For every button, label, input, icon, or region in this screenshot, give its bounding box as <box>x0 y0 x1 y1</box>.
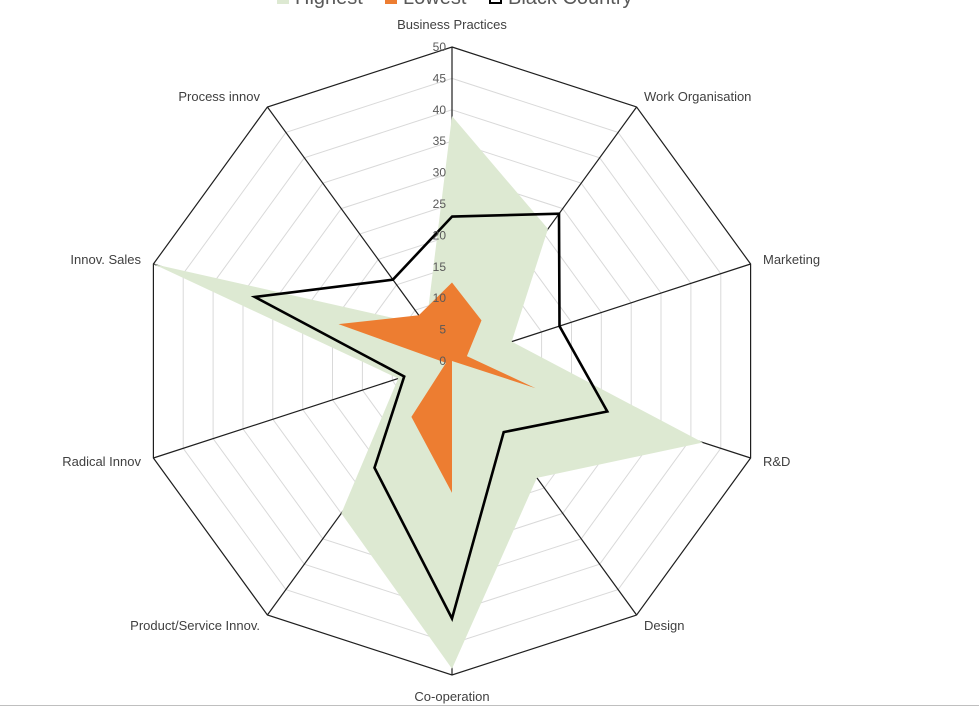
tick-label: 20 <box>433 228 447 242</box>
tick-label: 10 <box>433 291 447 305</box>
series-lowest <box>338 282 536 493</box>
axis-label: Co-operation <box>414 689 489 704</box>
tick-label: 45 <box>433 71 447 85</box>
series-black-country <box>250 212 610 623</box>
axis-label: R&D <box>763 454 790 469</box>
bottom-border <box>0 705 979 706</box>
series-layer <box>153 116 703 669</box>
legend-swatch <box>489 0 502 4</box>
legend-label: Lowest <box>403 0 467 9</box>
axis-label: Marketing <box>763 252 820 267</box>
axis-label: Radical Innov <box>62 454 141 469</box>
axis-label: Process innov <box>178 89 260 104</box>
axis-label: Work Organisation <box>644 89 751 104</box>
tick-label: 35 <box>433 134 447 148</box>
axis-label: Innov. Sales <box>70 252 141 267</box>
tick-label: 50 <box>433 40 447 54</box>
axis-label: Design <box>644 618 684 633</box>
tick-label: 40 <box>433 103 447 117</box>
legend: Highest Lowest Black Country <box>277 0 633 9</box>
legend-swatch <box>277 0 289 4</box>
tick-label: 0 <box>439 354 446 368</box>
legend-swatch <box>385 0 397 4</box>
tick-label: 25 <box>433 197 447 211</box>
tick-labels: 0 5 10 15 20 25 30 35 40 45 50 <box>433 40 447 368</box>
tick-label: 5 <box>439 323 446 337</box>
axis-label: Product/Service Innov. <box>130 618 260 633</box>
legend-label: Highest <box>295 0 363 9</box>
axis-label: Business Practices <box>397 17 507 32</box>
legend-label: Black Country <box>508 0 633 9</box>
axis-labels: Business Practices Work Organisation Marke… <box>62 17 820 704</box>
tick-label: 30 <box>433 166 447 180</box>
tick-label: 15 <box>433 260 447 274</box>
